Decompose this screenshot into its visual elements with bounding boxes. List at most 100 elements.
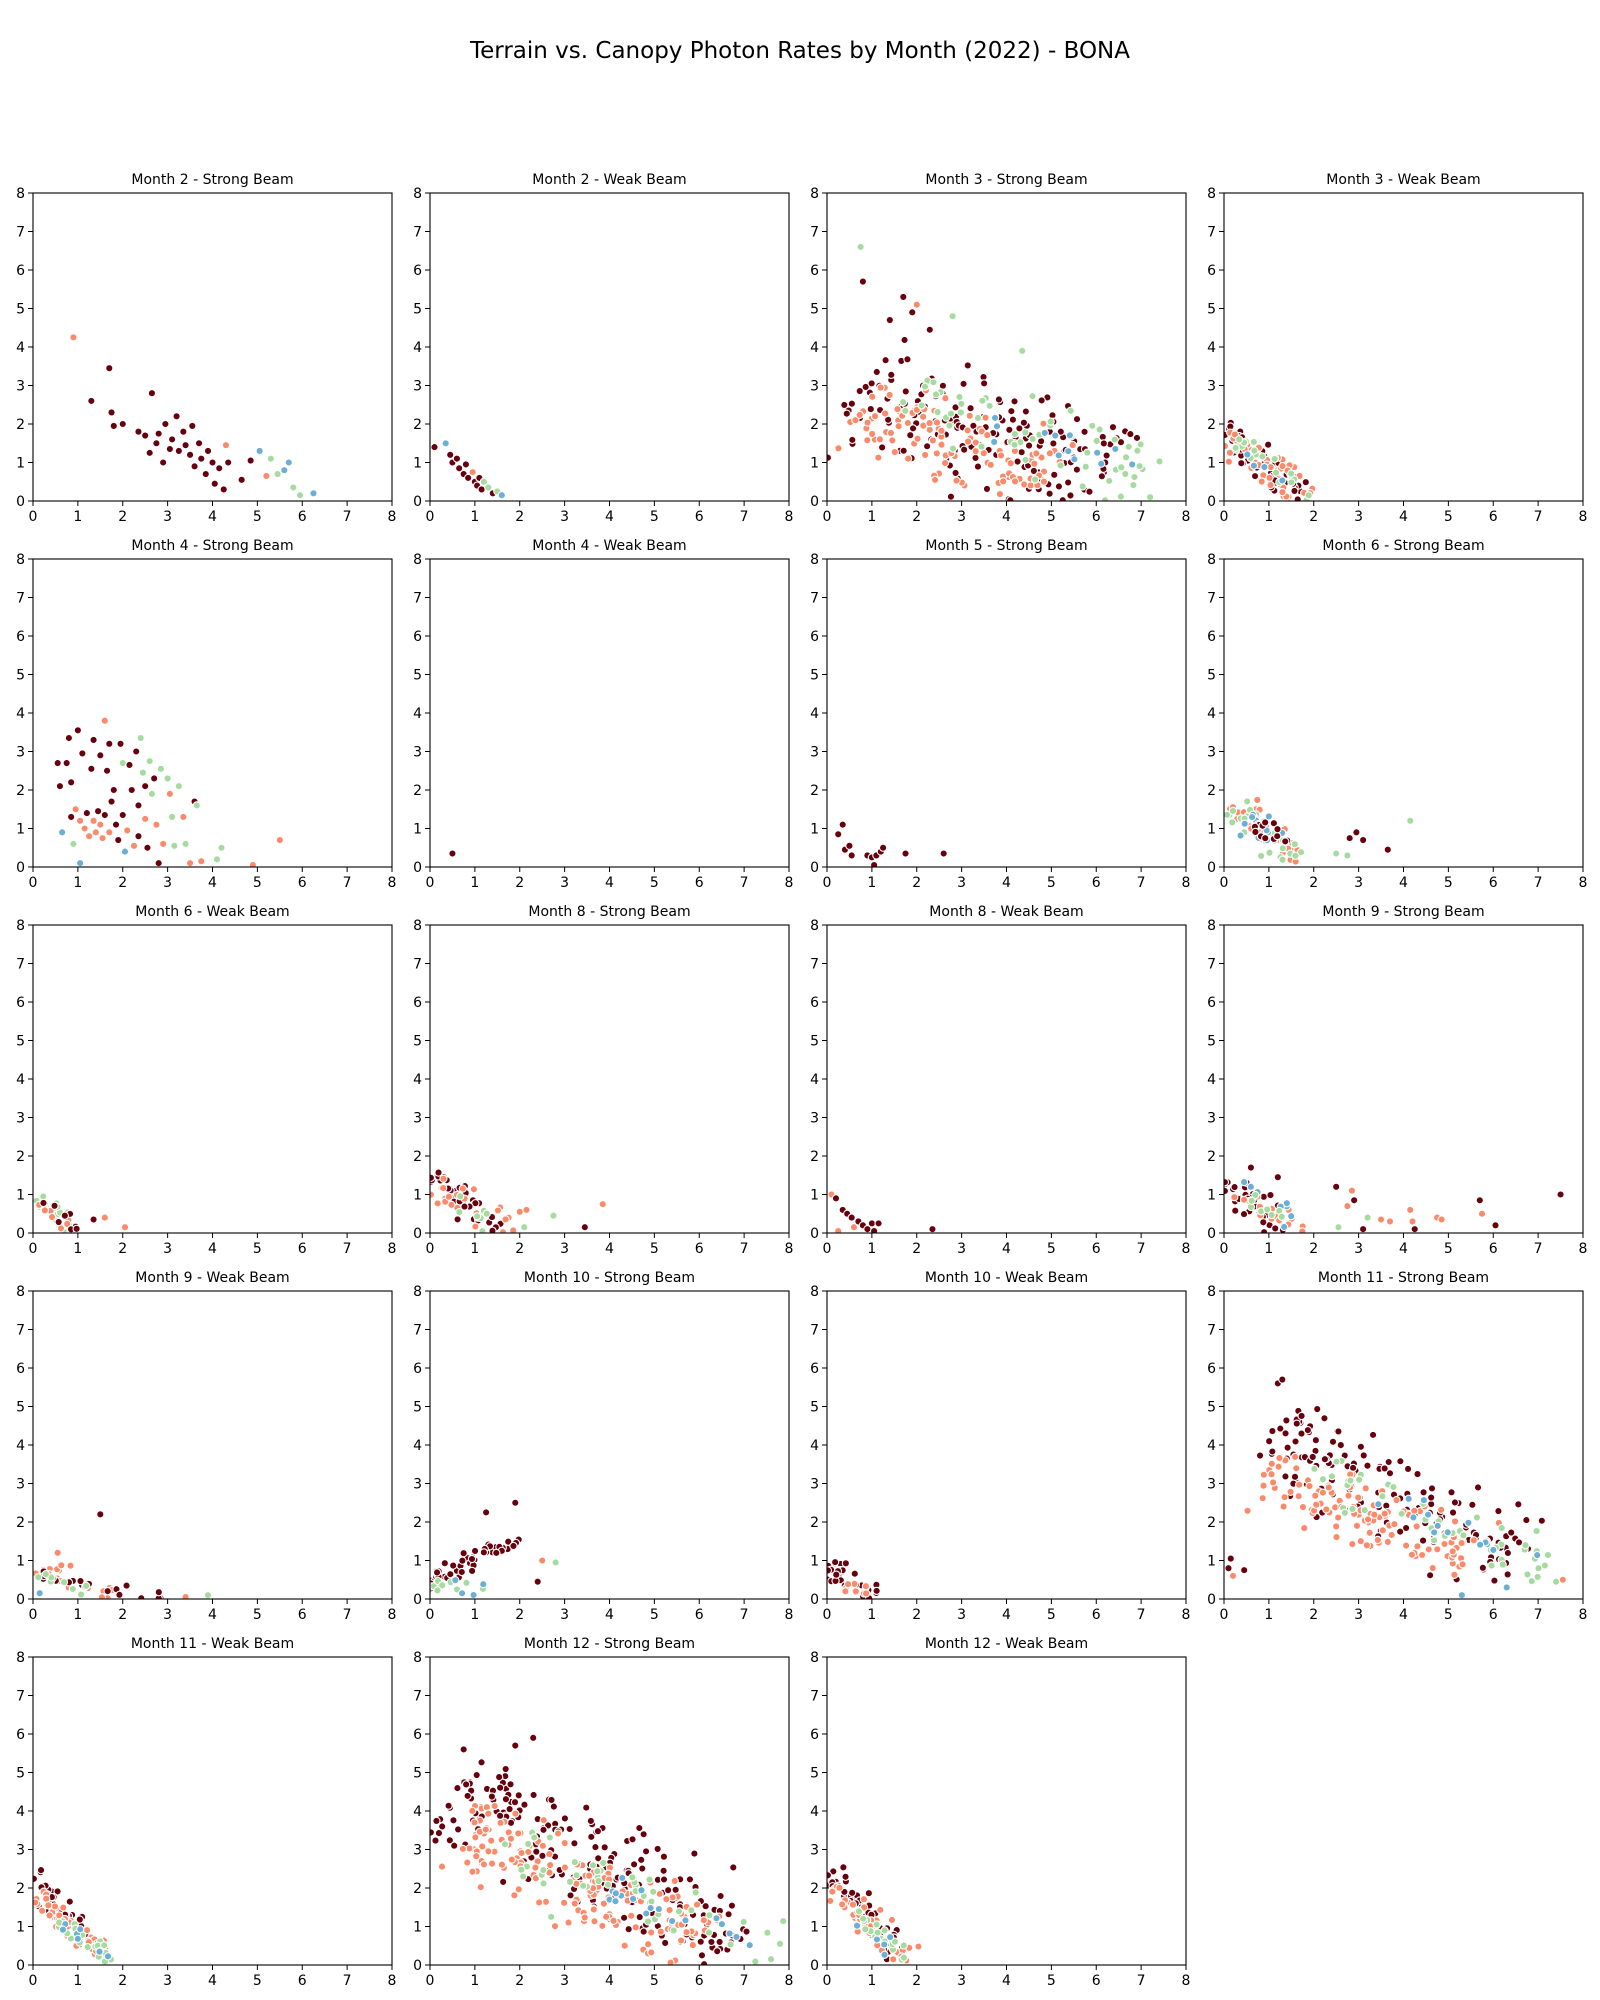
data-point xyxy=(1383,845,1392,854)
data-point xyxy=(705,1911,714,1920)
data-point xyxy=(75,859,85,867)
data-point xyxy=(1093,448,1102,457)
data-point xyxy=(1129,480,1138,490)
x-tick-label: 6 xyxy=(1489,1607,1498,1623)
data-point xyxy=(716,1891,725,1901)
data-point xyxy=(841,1587,850,1596)
y-tick-label: 4 xyxy=(413,1804,422,1820)
data-point xyxy=(859,1895,869,1904)
subplot-title: Month 3 - Strong Beam xyxy=(925,172,1087,188)
data-point xyxy=(150,774,159,783)
data-point xyxy=(1260,462,1269,472)
data-point xyxy=(1417,1550,1427,1560)
data-point xyxy=(1429,1528,1439,1537)
data-point xyxy=(102,766,112,775)
data-point xyxy=(1298,1227,1307,1233)
data-point xyxy=(473,1212,482,1221)
data-point xyxy=(66,812,76,822)
data-point xyxy=(116,739,125,748)
subplot: Month 3 - Weak Beam 0 1 2 3 4 5 6 7 8 0 1 2 3 4 5 6 7 8 xyxy=(1207,172,1587,525)
data-point xyxy=(855,386,864,396)
data-point xyxy=(80,824,89,833)
x-tick-label: 3 xyxy=(957,509,966,525)
data-point xyxy=(1259,1228,1269,1233)
data-point xyxy=(1358,835,1368,845)
y-tick-label: 4 xyxy=(413,706,422,722)
x-tick-label: 2 xyxy=(1309,509,1318,525)
data-point xyxy=(1121,453,1131,462)
data-point xyxy=(590,1917,599,1926)
x-tick-label: 5 xyxy=(253,1973,262,1989)
x-tick-label: 0 xyxy=(1220,509,1229,525)
data-point xyxy=(1345,833,1354,843)
x-tick-label: 0 xyxy=(823,1607,832,1623)
data-point xyxy=(872,1935,882,1944)
y-tick-label: 8 xyxy=(810,1650,819,1666)
data-point xyxy=(1324,1483,1333,1492)
x-tick-label: 0 xyxy=(1220,1607,1229,1623)
data-point xyxy=(580,1913,589,1922)
data-point xyxy=(76,1576,85,1586)
y-tick-label: 6 xyxy=(1207,629,1216,645)
data-point xyxy=(1370,1510,1379,1519)
data-point xyxy=(484,1809,493,1818)
data-point xyxy=(852,1921,862,1930)
y-tick-label: 2 xyxy=(16,417,25,433)
subplot-title: Month 11 - Weak Beam xyxy=(131,1636,294,1652)
data-point xyxy=(1543,1550,1553,1560)
x-tick-label: 3 xyxy=(1354,875,1363,891)
data-point xyxy=(154,859,163,867)
data-point xyxy=(1010,397,1019,406)
x-tick-label: 5 xyxy=(650,1241,659,1257)
data-point xyxy=(872,1920,881,1929)
data-point xyxy=(649,1887,658,1896)
data-point xyxy=(450,1841,459,1850)
data-point xyxy=(1487,1561,1496,1570)
x-tick-label: 4 xyxy=(605,1973,614,1989)
data-point xyxy=(1010,429,1019,439)
x-tick-label: 3 xyxy=(1354,1241,1363,1257)
x-tick-label: 0 xyxy=(823,1241,832,1257)
data-point xyxy=(861,1589,871,1598)
data-point xyxy=(1280,1492,1289,1502)
x-tick-label: 6 xyxy=(1489,875,1498,891)
y-tick-label: 5 xyxy=(810,1400,819,1416)
x-tick-label: 8 xyxy=(1182,875,1191,891)
data-point xyxy=(255,446,264,456)
data-point xyxy=(506,1834,516,1843)
x-tick-label: 2 xyxy=(515,509,524,525)
data-point xyxy=(487,1859,497,1868)
data-point xyxy=(165,444,175,454)
y-tick-label: 7 xyxy=(810,1323,819,1339)
data-point xyxy=(462,1578,471,1587)
data-point xyxy=(925,418,934,428)
data-point xyxy=(834,830,843,839)
x-tick-label: 3 xyxy=(560,875,569,891)
data-point xyxy=(1502,1583,1511,1592)
data-point xyxy=(103,1952,113,1961)
data-point xyxy=(1413,1469,1422,1479)
x-tick-label: 4 xyxy=(1399,509,1408,525)
data-point xyxy=(109,421,118,431)
y-tick-label: 8 xyxy=(1207,918,1216,934)
y-tick-label: 2 xyxy=(16,1149,25,1165)
data-point xyxy=(1361,1484,1370,1493)
data-point xyxy=(872,367,881,377)
x-tick-label: 2 xyxy=(912,875,921,891)
data-point xyxy=(1475,1540,1485,1549)
data-point xyxy=(457,1567,466,1577)
data-point xyxy=(1066,491,1075,500)
y-tick-label: 3 xyxy=(1207,1111,1216,1127)
data-point xyxy=(1318,1475,1328,1484)
data-point xyxy=(1514,1500,1523,1509)
data-point xyxy=(1243,797,1252,806)
data-point xyxy=(520,1800,529,1809)
scatter-points xyxy=(430,1733,788,1965)
y-tick-label: 3 xyxy=(413,1111,422,1127)
data-point xyxy=(739,1917,748,1927)
data-point xyxy=(1406,816,1415,825)
x-tick-label: 1 xyxy=(867,1607,876,1623)
y-tick-label: 7 xyxy=(413,591,422,607)
data-point xyxy=(1274,1462,1283,1471)
